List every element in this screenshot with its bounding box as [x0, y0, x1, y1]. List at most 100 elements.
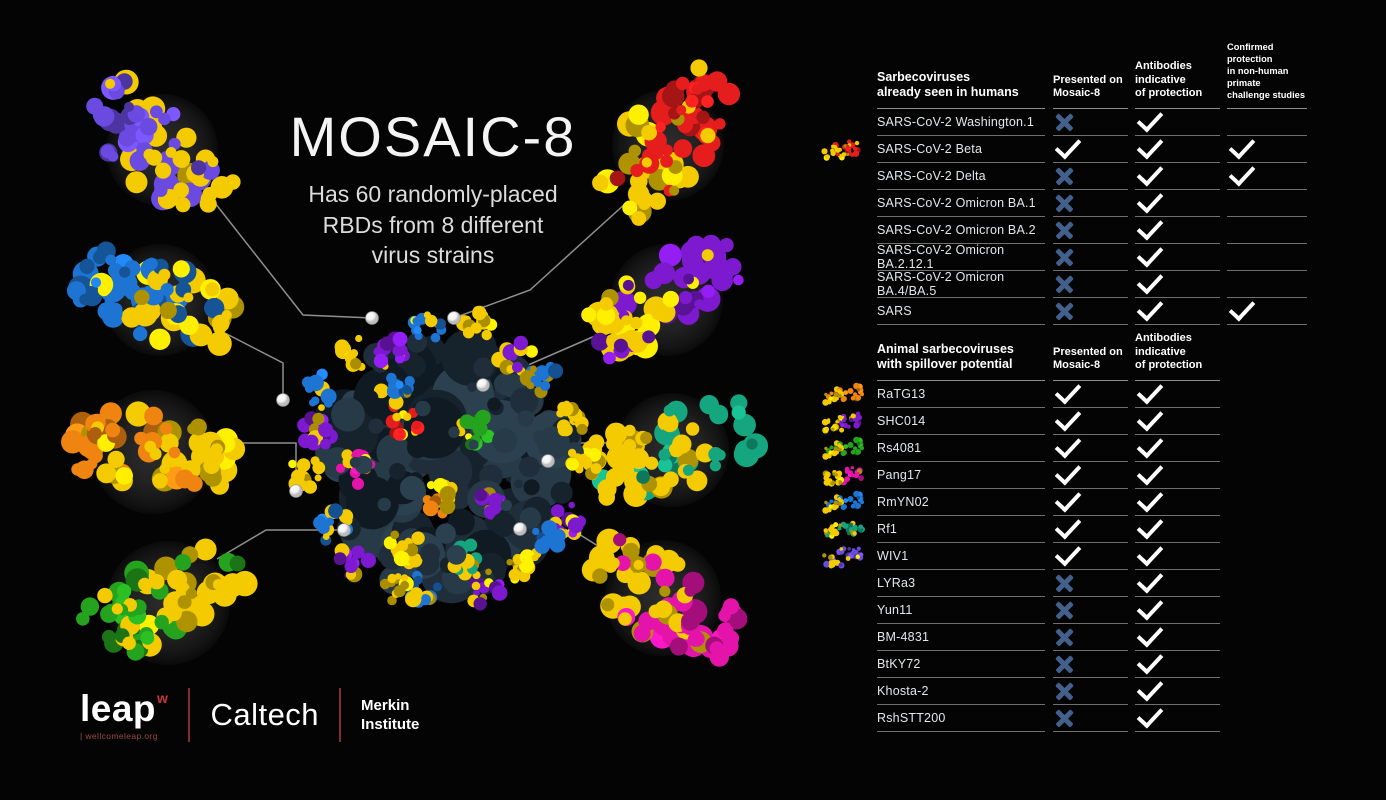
column-gap [1128, 136, 1135, 163]
mark-cell [1053, 377, 1128, 408]
table-header-row: Sarbecoviruses already seen in humans Pres… [820, 42, 1307, 109]
check-mark-icon [1136, 132, 1164, 160]
mark-cell [1053, 132, 1128, 163]
thumb-cell [820, 408, 877, 435]
row-name-cell: Rf1 [877, 516, 1045, 543]
mark-cell [1135, 240, 1220, 271]
column-gap [1045, 678, 1053, 705]
column-gap [1128, 462, 1135, 489]
mark-cell [1135, 620, 1220, 651]
row-name-cell: SARS-CoV-2 Beta [877, 136, 1045, 163]
check-mark-icon [1136, 566, 1164, 594]
row-name-cell: Yun11 [877, 597, 1045, 624]
thumb-cell [820, 624, 877, 651]
mark-cell [1053, 109, 1128, 136]
strain-name: RaTG13 [877, 387, 926, 401]
check-mark-icon [1054, 458, 1082, 486]
column-header-confirmed: Confirmed protection in non-human primate… [1227, 41, 1307, 109]
strain-name: WIV1 [877, 549, 909, 563]
thumb-cell [820, 244, 877, 271]
connector-dot-icon [276, 393, 290, 407]
row-name-cell: Khosta-2 [877, 678, 1045, 705]
strain-name: SARS-CoV-2 Delta [877, 169, 986, 183]
mark-cell [1053, 597, 1128, 624]
mark-cell [1135, 267, 1220, 298]
column-gap [1128, 516, 1135, 543]
strain-name: SARS-CoV-2 Omicron BA.2.12.1 [877, 243, 1005, 271]
table-row: SARS-CoV-2 Delta [820, 159, 1307, 190]
thumb-cell [820, 136, 877, 163]
strain-name: Rs4081 [877, 441, 922, 455]
cross-mark-icon [1054, 248, 1075, 267]
table-row: Rs4081 [820, 431, 1220, 462]
cross-mark-icon [1054, 302, 1075, 321]
check-mark-icon [1054, 377, 1082, 405]
mark-cell [1135, 701, 1220, 732]
subtitle-line: Has 60 randomly-placed [308, 180, 558, 207]
column-gap [1220, 163, 1227, 190]
row-name-cell: BM-4831 [877, 624, 1045, 651]
strain-name: SHC014 [877, 414, 926, 428]
mark-cell [1053, 244, 1128, 271]
strain-protein-blob [86, 69, 241, 213]
column-gap [1220, 109, 1227, 136]
mark-cell [1053, 163, 1128, 190]
thumb-cell [820, 543, 877, 570]
thumb-cell [820, 271, 877, 298]
check-mark-icon [1136, 458, 1164, 486]
leap-tagline: | wellcomeleap.org [80, 730, 158, 741]
mark-cell [1227, 294, 1307, 325]
thumb-cell [820, 651, 877, 678]
column-gap [1128, 435, 1135, 462]
thumb-cell [820, 489, 877, 516]
column-gap [1128, 597, 1135, 624]
connector-dot-icon [476, 378, 490, 392]
column-gap [1045, 462, 1053, 489]
mark-cell [1135, 566, 1220, 597]
column-gap [1045, 381, 1053, 408]
strain-protein-blob [76, 538, 258, 661]
mark-cell [1053, 705, 1128, 732]
table-human-sarbecoviruses: Sarbecoviruses already seen in humans Pres… [820, 42, 1307, 325]
strain-thumbnail-icon [822, 382, 865, 406]
check-mark-icon [1136, 159, 1164, 187]
table-animal-sarbecoviruses: Animal sarbecoviruses with spillover pote… [820, 332, 1220, 732]
thumb-cell [820, 190, 877, 217]
column-gap [1045, 651, 1053, 678]
check-mark-icon [1136, 240, 1164, 268]
table-row: Khosta-2 [820, 674, 1220, 705]
section-title: Animal sarbecoviruses with spillover pote… [877, 342, 1045, 381]
cross-mark-icon [1054, 221, 1075, 240]
title-block: MOSAIC-8 Has 60 randomly-placed RBDs from… [250, 107, 616, 271]
nanoparticle-illustration [61, 59, 769, 667]
check-mark-icon [1136, 294, 1164, 322]
mark-cell [1227, 271, 1307, 298]
check-mark-icon [1136, 377, 1164, 405]
mark-cell [1135, 485, 1220, 516]
logo-divider [339, 688, 342, 742]
mark-cell [1227, 132, 1307, 163]
strain-name: SARS-CoV-2 Omicron BA.4/BA.5 [877, 270, 1005, 298]
check-mark-icon [1136, 404, 1164, 432]
check-mark-icon [1136, 701, 1164, 729]
check-mark-icon [1136, 539, 1164, 567]
caltech-logo: Caltech [210, 697, 320, 732]
strain-name: SARS [877, 304, 912, 318]
connector-dot-icon [513, 522, 527, 536]
row-name-cell: SARS-CoV-2 Omicron BA.2 [877, 217, 1045, 244]
mark-cell [1053, 570, 1128, 597]
column-gap [1128, 381, 1135, 408]
column-gap [1045, 136, 1053, 163]
cross-mark-icon [1054, 655, 1075, 674]
mark-cell [1135, 159, 1220, 190]
leap-w-mark: w [157, 689, 169, 706]
check-mark-icon [1228, 159, 1256, 187]
row-name-cell: RshSTT200 [877, 705, 1045, 732]
strain-name: Yun11 [877, 603, 913, 617]
cross-mark-icon [1054, 682, 1075, 701]
table-row: Yun11 [820, 593, 1220, 624]
strain-name: LYRa3 [877, 576, 916, 590]
column-gap [1128, 109, 1135, 136]
thumb-cell [820, 462, 877, 489]
mark-cell [1227, 244, 1307, 271]
